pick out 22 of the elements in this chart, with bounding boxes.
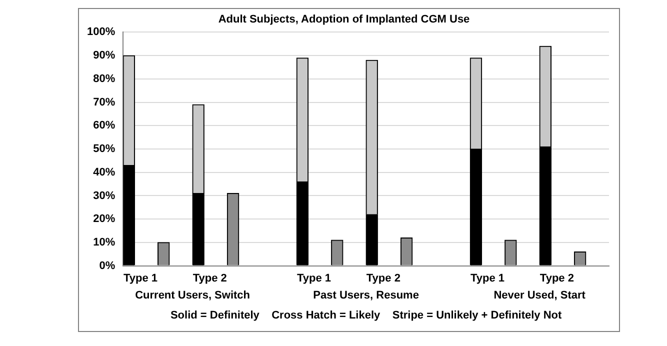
- x-tick-label: Type 2: [366, 272, 400, 284]
- y-tick-label: 0%: [99, 260, 116, 272]
- y-tick-label: 60%: [93, 120, 116, 132]
- y-tick-label: 90%: [93, 50, 116, 62]
- y-tick-label: 10%: [93, 236, 116, 248]
- x-tick-label: Type 1: [296, 272, 332, 284]
- y-tick-label: 70%: [93, 96, 116, 108]
- text: Solid = Definitely Cross Hatch = Likely Stripe = Unlikely + Definitely Not: [170, 309, 562, 322]
- text: Current Users, Switch: [135, 289, 250, 302]
- text: Never Used, Start: [494, 289, 586, 302]
- y-tick-label: 40%: [93, 166, 116, 178]
- x-tick-label: Type 1: [470, 272, 505, 284]
- x-tick-label: Type 1: [123, 272, 158, 284]
- y-tick-label: 100%: [86, 26, 116, 38]
- x-tick-label: Type 2: [192, 272, 227, 284]
- y-tick-label: 80%: [93, 72, 116, 85]
- text: Past Users, Resume: [313, 289, 419, 302]
- chart-title: Adult Subjects, Adoption of Implanted CGM Use: [218, 14, 470, 26]
- y-tick-label: 30%: [93, 190, 116, 202]
- y-tick-label: 50%: [93, 143, 116, 156]
- y-tick-label: 20%: [93, 213, 116, 226]
- x-tick-label: Type 2: [540, 272, 574, 284]
